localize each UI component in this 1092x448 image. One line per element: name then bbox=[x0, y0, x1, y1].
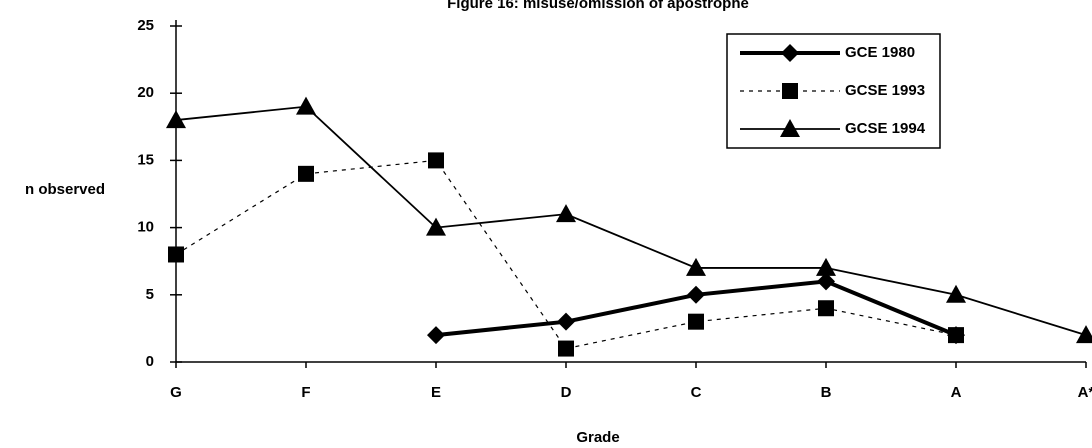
y-tick-label: 25 bbox=[137, 17, 154, 34]
diamond-marker bbox=[781, 44, 799, 62]
x-tick-label: A bbox=[951, 384, 962, 401]
y-tick-label: 10 bbox=[137, 219, 154, 236]
x-tick-label: F bbox=[301, 384, 310, 401]
x-tick-label: C bbox=[691, 384, 702, 401]
legend-label: GCE 1980 bbox=[845, 44, 915, 61]
y-tick-label: 0 bbox=[146, 353, 154, 370]
x-tick-label: B bbox=[821, 384, 832, 401]
square-marker bbox=[818, 300, 834, 317]
y-tick-label: 15 bbox=[137, 151, 154, 168]
square-marker bbox=[688, 313, 704, 330]
y-tick-label: 20 bbox=[137, 84, 154, 101]
triangle-marker bbox=[426, 217, 446, 236]
x-axis-label: Grade bbox=[576, 429, 619, 446]
legend-label: GCSE 1994 bbox=[845, 120, 926, 137]
triangle-marker bbox=[1076, 325, 1092, 344]
x-tick-label: A* bbox=[1078, 384, 1092, 401]
x-tick-label: G bbox=[170, 384, 182, 401]
triangle-marker bbox=[946, 284, 966, 303]
diamond-marker bbox=[687, 285, 705, 304]
square-marker bbox=[168, 246, 184, 263]
diamond-marker bbox=[427, 326, 445, 345]
square-marker bbox=[428, 152, 444, 169]
y-axis-label: n observed bbox=[25, 181, 105, 198]
series-line bbox=[175, 105, 1087, 336]
square-marker bbox=[782, 83, 798, 99]
triangle-marker bbox=[296, 96, 316, 115]
legend-label: GCSE 1993 bbox=[845, 82, 925, 99]
triangle-marker bbox=[780, 119, 800, 137]
square-marker bbox=[558, 340, 574, 357]
square-marker bbox=[298, 165, 314, 182]
triangle-marker bbox=[816, 257, 836, 276]
x-tick-label: D bbox=[561, 384, 572, 401]
diamond-marker bbox=[817, 272, 835, 291]
diamond-marker bbox=[557, 312, 575, 331]
y-tick-label: 5 bbox=[146, 286, 154, 303]
triangle-marker bbox=[166, 110, 186, 129]
triangle-marker bbox=[556, 204, 576, 223]
triangle-marker bbox=[686, 257, 706, 276]
chart-title: Figure 16: misuse/omission of apostrophe bbox=[447, 0, 749, 12]
square-marker bbox=[948, 327, 964, 344]
x-tick-label: E bbox=[431, 384, 441, 401]
